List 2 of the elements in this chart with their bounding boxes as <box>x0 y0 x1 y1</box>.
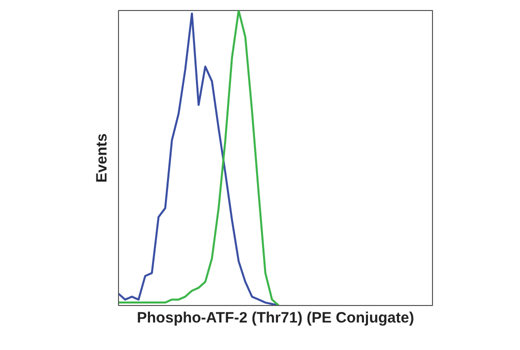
x-axis-title: Phospho-ATF-2 (Thr71) (PE Conjugate) <box>136 310 414 326</box>
y-axis-title: Events <box>94 133 110 183</box>
